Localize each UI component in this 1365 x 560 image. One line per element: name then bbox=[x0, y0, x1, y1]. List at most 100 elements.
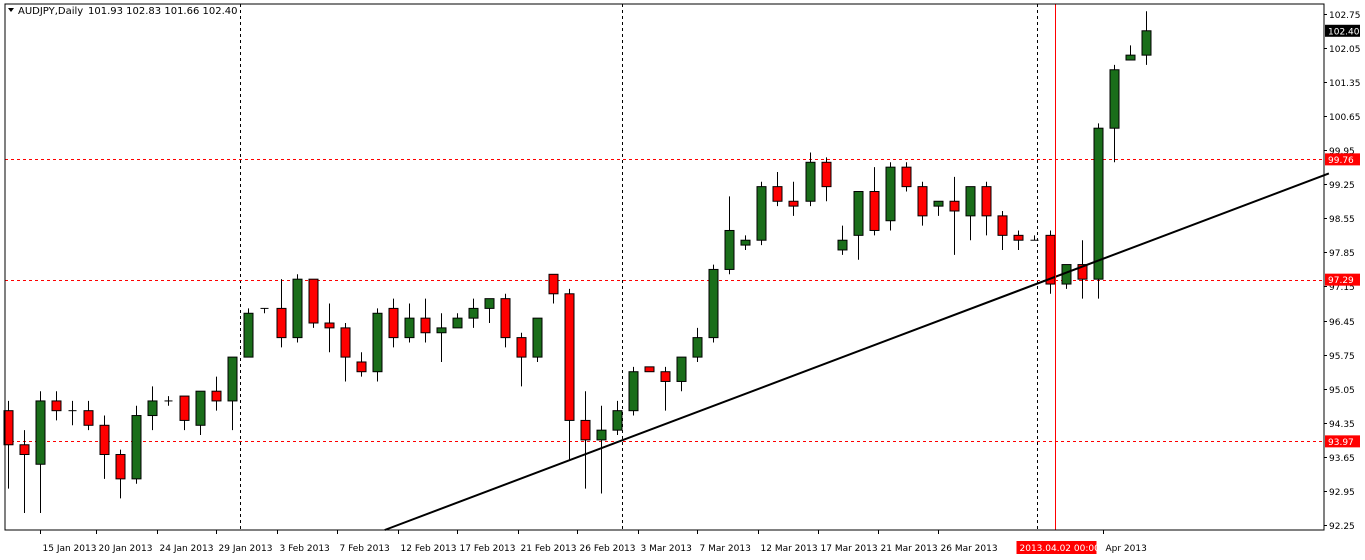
candle bbox=[917, 181, 928, 226]
candle-body bbox=[917, 186, 928, 217]
candle bbox=[788, 181, 799, 216]
candle-body bbox=[115, 454, 126, 480]
candle bbox=[692, 327, 703, 362]
candle bbox=[756, 181, 767, 246]
candle-body bbox=[147, 400, 158, 417]
candle bbox=[243, 308, 254, 358]
candle bbox=[660, 366, 671, 411]
candle-body bbox=[436, 327, 447, 334]
candle bbox=[227, 356, 238, 431]
candle bbox=[981, 181, 992, 236]
candle bbox=[211, 376, 222, 411]
candle bbox=[805, 152, 816, 207]
candle-body bbox=[869, 191, 880, 231]
candle bbox=[260, 307, 269, 314]
candle-body bbox=[83, 410, 94, 426]
candle bbox=[885, 162, 896, 231]
ohlc-label: 101.93 102.83 101.66 102.40 bbox=[88, 6, 238, 17]
y-tick-label: 96.45 bbox=[1329, 318, 1355, 328]
x-tick-label: 7 Feb 2013 bbox=[340, 544, 390, 554]
candle-body bbox=[788, 200, 799, 207]
candle bbox=[1109, 64, 1120, 163]
candle bbox=[837, 225, 848, 255]
current-price-label-text: 102.40 bbox=[1328, 27, 1360, 37]
cursor-date-text: 2013.04.02 00:00 bbox=[1020, 544, 1101, 554]
candle-body bbox=[243, 312, 254, 358]
price-level-label: 99.76 bbox=[1325, 153, 1360, 166]
candle bbox=[612, 400, 623, 436]
candle bbox=[420, 298, 431, 343]
candle bbox=[564, 288, 575, 460]
candle bbox=[965, 186, 976, 241]
x-tick-label: 12 Feb 2013 bbox=[401, 544, 457, 554]
candle-body bbox=[660, 371, 671, 382]
candle-body bbox=[388, 307, 399, 339]
price-level-label-bg bbox=[1325, 435, 1360, 448]
candle-body bbox=[901, 166, 912, 188]
candle-body bbox=[292, 278, 303, 339]
candle bbox=[179, 395, 190, 431]
candle-body bbox=[1077, 264, 1088, 280]
candle-body bbox=[837, 239, 848, 251]
x-tick-label: 17 Mar 2013 bbox=[821, 544, 878, 554]
candle-body bbox=[420, 317, 431, 334]
candle-body bbox=[500, 298, 511, 339]
y-axis: 102.75 102.05 101.35 100.65 99.95 99.25 98.55 9… bbox=[1324, 11, 1361, 532]
candle bbox=[324, 303, 335, 353]
candle bbox=[276, 279, 287, 348]
candle-body bbox=[516, 337, 527, 358]
y-tick-label: 92.95 bbox=[1329, 488, 1355, 498]
current-price-label-bg bbox=[1325, 24, 1360, 37]
x-tick-label: 21 Mar 2013 bbox=[881, 544, 938, 554]
candle-body bbox=[404, 317, 415, 339]
candle bbox=[500, 293, 511, 348]
candle bbox=[292, 274, 303, 343]
price-level-label-text: 99.76 bbox=[1328, 156, 1354, 166]
candle bbox=[1045, 230, 1056, 294]
price-level-lines bbox=[5, 159, 1324, 442]
price-level-label-bg bbox=[1325, 153, 1360, 166]
candle-body bbox=[195, 390, 206, 426]
candle bbox=[869, 167, 880, 236]
candles bbox=[3, 11, 1152, 513]
candle-body bbox=[179, 395, 190, 421]
x-tick-label: 26 Mar 2013 bbox=[941, 544, 998, 554]
x-tick-label: 26 Feb 2013 bbox=[580, 544, 636, 554]
candle bbox=[1030, 235, 1039, 241]
candle bbox=[35, 391, 46, 513]
candle-body bbox=[1013, 234, 1024, 241]
x-tick-label: 29 Jan 2013 bbox=[219, 544, 273, 554]
candle bbox=[68, 400, 77, 426]
candle bbox=[388, 298, 399, 348]
candle bbox=[821, 157, 832, 202]
price-level-label-text: 97.29 bbox=[1328, 276, 1354, 286]
candle-body bbox=[19, 444, 30, 456]
candle-body bbox=[99, 424, 110, 456]
y-tick-label: 95.05 bbox=[1329, 386, 1355, 396]
candle bbox=[772, 172, 783, 207]
candle bbox=[853, 191, 864, 260]
candle-body bbox=[3, 410, 14, 446]
candle-body bbox=[612, 410, 623, 431]
candle-body bbox=[692, 337, 703, 358]
candle-body bbox=[676, 356, 687, 382]
candle-body bbox=[981, 186, 992, 217]
candle-body bbox=[644, 366, 655, 373]
candle-body bbox=[596, 429, 607, 441]
candle bbox=[404, 303, 415, 343]
candle bbox=[516, 332, 527, 387]
candle-body bbox=[724, 229, 735, 270]
x-tick-label: 20 Jan 2013 bbox=[99, 544, 153, 554]
candle bbox=[628, 366, 639, 416]
dropdown-triangle-icon[interactable] bbox=[8, 8, 14, 12]
candle bbox=[1125, 45, 1136, 61]
candle bbox=[676, 356, 687, 392]
x-tick-label: 24 Jan 2013 bbox=[160, 544, 214, 554]
y-tick-label: 102.05 bbox=[1329, 45, 1361, 55]
trendline-layer bbox=[384, 172, 1330, 531]
y-tick-label: 99.95 bbox=[1329, 147, 1355, 157]
candle-body bbox=[468, 307, 479, 319]
candle-body bbox=[1125, 54, 1136, 61]
